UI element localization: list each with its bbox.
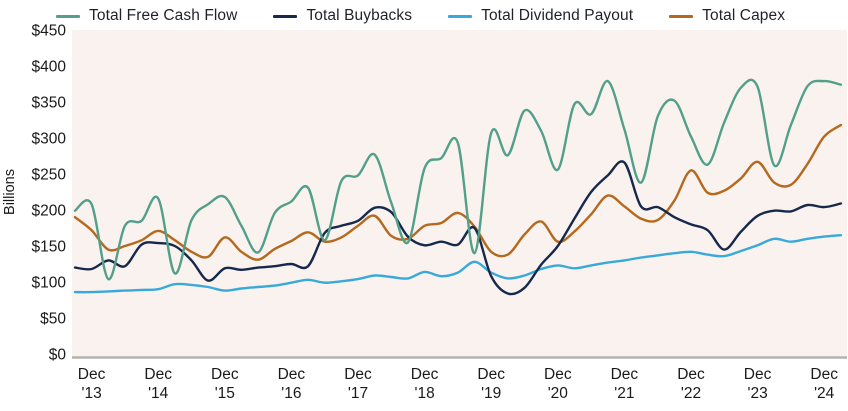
y-tick-label: $400 bbox=[32, 59, 67, 76]
series-line-total-buybacks bbox=[73, 160, 843, 296]
chart-legend: Total Free Cash Flow Total Buybacks Total … bbox=[56, 5, 838, 27]
x-tick-label-year: '19 bbox=[481, 385, 501, 402]
x-tick-label-year: '21 bbox=[614, 385, 634, 402]
legend-label: Total Buybacks bbox=[306, 7, 413, 24]
x-tick-label-month: Dec bbox=[78, 366, 106, 383]
series-line-total-capex bbox=[73, 123, 843, 261]
legend-item-total-dividend-payout: Total Dividend Payout bbox=[448, 7, 633, 25]
series-line-total-free-cash-flow bbox=[73, 78, 843, 281]
x-tick-label-year: '23 bbox=[747, 385, 767, 402]
x-tick-label-year: '15 bbox=[215, 385, 235, 402]
y-tick-label: $300 bbox=[32, 131, 67, 148]
legend-label: Total Free Cash Flow bbox=[89, 7, 238, 24]
x-tick-label-year: '14 bbox=[148, 385, 169, 402]
x-tick-label-month: Dec bbox=[211, 366, 239, 383]
x-tick-label-year: '16 bbox=[281, 385, 301, 402]
x-tick-label-month: Dec bbox=[611, 366, 639, 383]
y-axis-title: Billions bbox=[2, 169, 18, 215]
legend-dash-icon bbox=[448, 14, 473, 18]
y-tick-label: $0 bbox=[49, 347, 67, 364]
x-tick-label-month: Dec bbox=[144, 366, 172, 383]
x-tick-label-month: Dec bbox=[278, 366, 306, 383]
legend-item-total-capex: Total Capex bbox=[669, 7, 785, 25]
series-line-total-dividend-payout bbox=[73, 234, 843, 294]
x-tick-label-month: Dec bbox=[810, 366, 838, 383]
legend-dash-icon bbox=[56, 14, 80, 18]
y-tick-label: $350 bbox=[32, 95, 67, 112]
legend-item-total-free-cash-flow: Total Free Cash Flow bbox=[56, 7, 237, 25]
x-tick-label-year: '18 bbox=[414, 385, 434, 402]
x-tick-label-month: Dec bbox=[344, 366, 372, 383]
plot-area bbox=[72, 30, 847, 358]
x-tick-label-month: Dec bbox=[744, 366, 772, 383]
y-tick-label: $50 bbox=[40, 311, 66, 328]
x-tick-label-month: Dec bbox=[411, 366, 439, 383]
y-tick-label: $150 bbox=[32, 239, 67, 256]
legend-item-total-buybacks: Total Buybacks bbox=[273, 7, 412, 25]
x-tick-label-year: '13 bbox=[81, 385, 101, 402]
x-tick-label-year: '17 bbox=[348, 385, 368, 402]
legend-label: Total Dividend Payout bbox=[481, 7, 634, 24]
x-tick-label-month: Dec bbox=[544, 366, 572, 383]
y-tick-label: $450 bbox=[32, 23, 67, 40]
x-tick-label-month: Dec bbox=[677, 366, 705, 383]
x-tick-label-year: '24 bbox=[814, 385, 835, 402]
y-tick-label: $250 bbox=[32, 167, 67, 184]
legend-label: Total Capex bbox=[702, 7, 786, 24]
legend-dash-icon bbox=[669, 14, 694, 18]
y-tick-label: $200 bbox=[32, 203, 67, 220]
x-tick-label-month: Dec bbox=[477, 366, 505, 383]
legend-dash-icon bbox=[273, 14, 298, 18]
y-tick-label: $100 bbox=[32, 275, 67, 292]
x-tick-label-year: '22 bbox=[681, 385, 701, 402]
x-tick-label-year: '20 bbox=[548, 385, 569, 402]
